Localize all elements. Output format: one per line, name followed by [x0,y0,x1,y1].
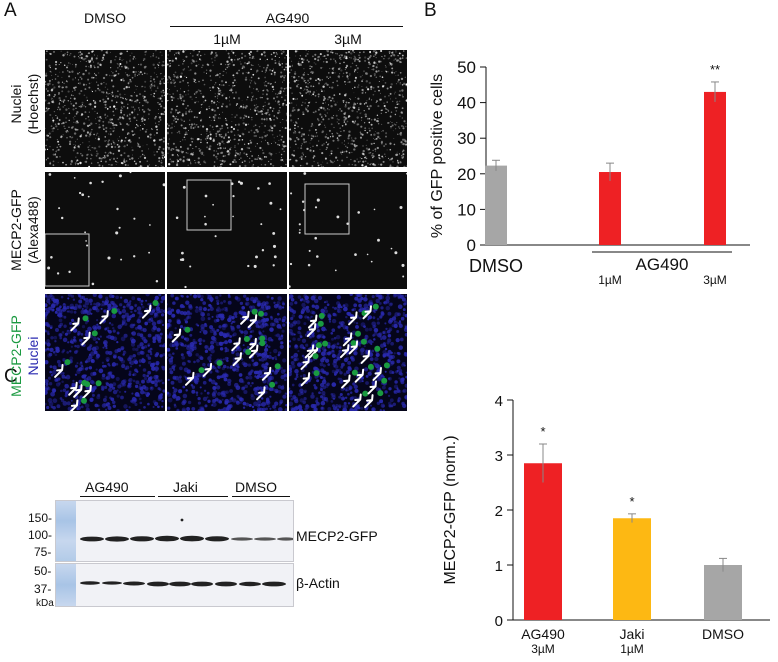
tile-nuclei-1um [167,50,287,167]
col-header-3um: 3µM [334,31,362,47]
y-tick-label: 10 [457,200,476,219]
panel-label-c: C [4,366,18,387]
x-group-label: AG490 [636,255,689,274]
x-category-label: DMSO [702,626,744,642]
y-tick-label: 1 [495,558,503,575]
blot-group-labels: AG490 Jaki DMSO [55,479,290,509]
marker-75: 75- [34,545,52,559]
x-dose-label: 1µM [620,642,644,656]
tile-nuclei-dmso [45,50,165,167]
y-axis-title: % of GFP positive cells [429,74,446,238]
tile-nuclei-3um [289,50,407,167]
x-dose-label: 3µM [531,642,555,656]
marker-50: 50- [34,564,52,578]
x-category-label: Jaki [620,626,645,642]
bar [613,518,651,620]
tile-merge-1um [167,294,287,411]
y-tick-label: 20 [457,165,476,184]
tile-gfp-3um [289,172,407,289]
tile-gfp-dmso [45,172,165,289]
panel-label-b: B [424,0,437,21]
marker-kda: kDa [36,598,54,609]
marker-100: 100- [28,528,53,542]
row-label-merge: MECP2-GFP Nuclei [8,315,41,397]
blot-group-dmso: DMSO [235,479,277,495]
bar [485,165,507,245]
row-label-nuclei: Nuclei (Hoechst) [8,73,41,135]
y-tick-label: 30 [457,129,476,148]
blot-mecp2 [55,500,294,562]
bar [704,565,742,620]
y-tick-label: 50 [457,58,476,77]
tile-gfp-1um [167,172,287,289]
x-category-label: 3µM [703,273,727,287]
tile-merge-dmso [45,294,165,411]
marker-37: 37- [34,582,52,596]
x-category-label: AG490 [521,626,565,642]
col-header-1um: 1µM [213,31,241,47]
y-tick-label: 40 [457,94,476,113]
blot-group-jaki: Jaki [173,479,198,495]
band-label-actin: β-Actin [296,575,340,591]
blot-actin [55,563,294,607]
blot-ladder [56,501,76,561]
bar [704,91,726,245]
col-header-dmso: DMSO [84,10,126,26]
chart-gfp-positive: 0 10 20 30 40 50 % of GFP positive cells ** DMSO… [429,58,750,287]
significance-mark: * [540,424,545,439]
panel-label-a: A [4,0,17,21]
blot-group-ag490: AG490 [85,479,129,495]
band-label-mecp2: MECP2-GFP [296,528,378,544]
marker-150: 150- [28,511,53,525]
y-tick-label: 4 [495,393,503,410]
significance-mark: ** [710,62,720,77]
significance-mark: * [629,494,634,509]
y-axis-title: MECP2-GFP (norm.) [442,435,459,584]
y-tick-label: 0 [495,613,503,630]
y-tick-label: 0 [467,236,476,255]
x-category-label: 1µM [598,273,622,287]
row-label-gfp: MECP2-GFP (Alexa488) [8,189,41,271]
ag490-bracket-line [170,26,403,27]
bar [524,463,562,620]
y-tick-label: 3 [495,448,503,465]
col-header-ag490: AG490 [265,10,310,26]
y-tick-label: 2 [495,503,503,520]
x-category-label: DMSO [469,256,523,276]
tile-merge-3um [289,294,407,411]
bar [599,172,621,245]
